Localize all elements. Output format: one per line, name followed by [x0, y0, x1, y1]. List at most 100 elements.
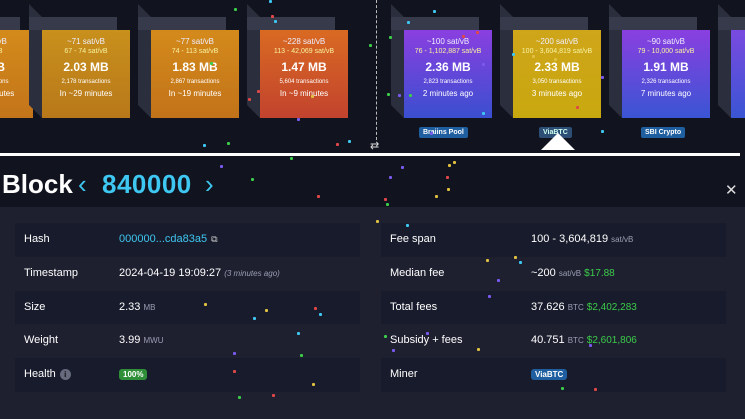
block-fee-range: 113 - 42,069 sat/vB — [273, 48, 335, 55]
confetti-dot — [594, 387, 598, 391]
confetti-dot — [397, 94, 401, 98]
confetti-dot — [407, 20, 411, 24]
chevron-right-icon[interactable]: › — [205, 169, 214, 199]
detail-row-miner: Miner ViaBTC — [381, 358, 726, 392]
confetti-dot — [400, 165, 404, 169]
block-size: 1.83 MB — [172, 60, 218, 74]
subsidy-fees-value: 40.751 — [531, 334, 565, 347]
block-height: 840000 — [102, 169, 192, 199]
blockchain-strip: ~... sat/vB ... sat/vB ... MB ... transa… — [0, 0, 745, 150]
block-fee: ~... sat/vB — [0, 37, 7, 46]
confetti-dot — [290, 157, 294, 161]
block-hash-link[interactable]: 000000...cda83a5 — [119, 233, 208, 245]
detail-row-weight: Weight 3.99 MWU — [15, 324, 360, 358]
chevron-left-icon[interactable]: ‹ — [78, 169, 87, 199]
detail-row-fee-span: Fee span 100 - 3,604,819 sat/vB — [381, 223, 726, 257]
detail-label: Median fee — [390, 266, 445, 279]
confetti-dot — [425, 332, 429, 336]
total-fees-unit: BTC — [567, 302, 584, 312]
confetti-dot — [271, 394, 275, 398]
mined-block-2[interactable]: ~90 sat/vB 79 - 10,000 sat/vB 1.91 MB 2,… — [609, 4, 710, 118]
subsidy-fees-fiat: $2,601,806 — [586, 335, 637, 347]
miner-badge[interactable]: ViaBTC — [531, 369, 568, 381]
confetti-dot — [312, 382, 316, 386]
confetti-dot — [447, 164, 451, 168]
detail-value: 100% — [119, 368, 148, 381]
confetti-dot — [335, 142, 339, 146]
pool-label-braiins[interactable]: Braiins Pool — [419, 127, 468, 138]
swap-arrows-icon[interactable]: ⇄ — [370, 140, 380, 150]
mined-block-1[interactable]: ~200 sat/vB 100 - 3,604,819 sat/vB 2.33 … — [500, 4, 601, 118]
block-tx-count: 2,178 transactions — [61, 79, 111, 85]
confetti-dot — [270, 14, 274, 18]
confetti-dot — [248, 97, 252, 101]
copy-icon[interactable]: ⧉ — [211, 234, 218, 244]
confetti-dot — [300, 353, 304, 357]
detail-row-median-fee: Median fee ~200 sat/vB $17.88 — [381, 257, 726, 291]
timestamp-value: 2024-04-19 19:09:27 — [119, 266, 222, 279]
block-size: 2.03 MB — [63, 60, 109, 74]
block-size: 1.91 MB — [643, 60, 689, 74]
details-table-left: Hash 000000...cda83a5 ⧉ Timestamp 2024-04… — [15, 223, 360, 392]
confetti-dot — [482, 63, 486, 67]
selected-block-pointer-icon — [537, 133, 579, 150]
confetti-dot — [446, 187, 450, 191]
detail-row-total-fees: Total fees 37.626 BTC $2,402,283 — [381, 290, 726, 325]
info-icon[interactable]: i — [59, 369, 71, 381]
confetti-dot — [589, 344, 593, 348]
block-time: 3 minutes ago — [531, 89, 583, 98]
block-tx-count: ... transactions — [0, 79, 9, 85]
mined-block-0[interactable]: ~100 sat/vB 76 - 1,102,887 sat/vB 2.36 M… — [391, 4, 492, 118]
mempool-block-1[interactable]: ~71 sat/vB 67 - 74 sat/vB 2.03 MB 2,178 … — [29, 4, 130, 118]
block-tx-count: 2,326 transactions — [641, 79, 691, 85]
mempool-block-2[interactable]: ~77 sat/vB 74 - 113 sat/vB 1.83 MB 2,867… — [138, 4, 239, 118]
block-size: 2.36 MB — [425, 60, 471, 74]
confetti-dot — [391, 348, 395, 352]
confetti-dot — [347, 140, 351, 144]
close-icon[interactable]: ✕ — [725, 182, 738, 199]
block-fee: ~200 sat/vB — [535, 37, 579, 46]
block-fee-range: 100 - 3,604,819 sat/vB — [521, 48, 593, 55]
confetti-dot — [384, 198, 388, 202]
confetti-dot — [274, 20, 277, 24]
confetti-dot — [429, 132, 433, 136]
confetti-dot — [237, 396, 241, 400]
confetti-dot — [389, 175, 393, 179]
mempool-block-3[interactable]: ~228 sat/vB 113 - 42,069 sat/vB 1.47 MB … — [247, 4, 348, 118]
confetti-dot — [446, 176, 450, 180]
confetti-dot — [532, 54, 536, 58]
confetti-dot — [220, 164, 223, 168]
median-fee-fiat: $17.88 — [584, 267, 615, 279]
confetti-dot — [576, 105, 580, 109]
detail-value: 100 - 3,604,819 sat/vB — [531, 233, 633, 245]
confetti-dot — [386, 202, 390, 206]
block-fee-range: ... sat/vB — [0, 48, 3, 55]
confetti-dot — [554, 58, 558, 62]
pool-label-sbi-crypto[interactable]: SBI Crypto — [641, 127, 686, 138]
confetti-dot — [252, 317, 256, 321]
fee-span-value: 100 - 3,604,819 — [531, 233, 609, 245]
confetti-dot — [317, 195, 321, 199]
confetti-dot — [296, 332, 300, 336]
mined-block-3[interactable] — [718, 4, 745, 118]
detail-label: Hash — [24, 233, 50, 245]
confetti-dot — [226, 142, 230, 146]
confetti-dot — [518, 261, 522, 265]
block-tx-count: 3,050 transactions — [532, 79, 582, 85]
confetti-dot — [476, 30, 480, 34]
confetti-dot — [319, 312, 323, 316]
confetti-dot — [482, 112, 486, 116]
block-tx-count: 2,867 transactions — [170, 79, 220, 85]
pool-label-viabtc[interactable]: ViaBTC — [539, 127, 572, 138]
confetti-dot — [477, 347, 481, 351]
confetti-dot — [203, 302, 207, 306]
detail-row-hash: Hash 000000...cda83a5 ⧉ — [15, 223, 360, 257]
fee-span-unit: sat/vB — [611, 235, 634, 244]
confetti-dot — [601, 75, 605, 79]
block-size: 1.47 MB — [281, 60, 327, 74]
block-tx-count: 5,604 transactions — [279, 79, 329, 85]
confetti-dot — [369, 43, 373, 47]
confetti-dot — [435, 194, 439, 198]
detail-label: Subsidy + fees — [390, 334, 463, 347]
mempool-block-0[interactable]: ~... sat/vB ... sat/vB ... MB ... transa… — [0, 17, 33, 118]
